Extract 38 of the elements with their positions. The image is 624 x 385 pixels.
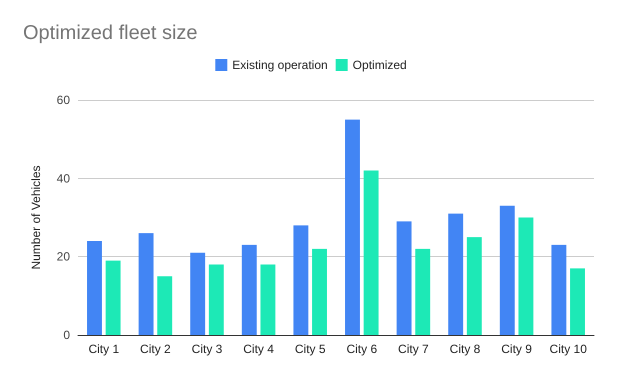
bar xyxy=(415,248,430,335)
x-tick-label: City 10 xyxy=(550,342,588,356)
x-tick-label: City 7 xyxy=(398,342,430,356)
x-tick-label: City 8 xyxy=(450,342,481,356)
bar xyxy=(106,260,121,335)
x-tick-label: City 4 xyxy=(243,342,274,356)
y-tick-label: 0 xyxy=(63,328,70,342)
x-tick-label: City 6 xyxy=(346,342,378,356)
bar xyxy=(551,244,566,335)
x-tick-label: City 9 xyxy=(501,342,532,356)
bar xyxy=(190,252,206,335)
x-tick-label: City 2 xyxy=(140,342,172,356)
bar xyxy=(570,268,585,335)
bar xyxy=(157,276,172,335)
bar xyxy=(500,206,515,335)
y-axis-title: Number of Vehicles xyxy=(29,165,43,270)
y-tick-label: 60 xyxy=(56,93,70,107)
bar xyxy=(260,264,276,335)
x-tick-label: City 5 xyxy=(294,342,326,356)
bar xyxy=(345,120,360,335)
x-tick-label: City 3 xyxy=(192,342,223,356)
y-tick-label: 40 xyxy=(56,171,70,186)
bar xyxy=(312,248,327,335)
x-tick-label: City 1 xyxy=(88,342,120,356)
bar xyxy=(138,233,154,335)
bar xyxy=(87,241,102,335)
bar xyxy=(396,221,412,335)
bar xyxy=(364,170,379,335)
bar xyxy=(466,237,482,335)
chart-title: Optimized fleet size xyxy=(23,22,198,44)
legend-label: Existing operation xyxy=(232,58,328,72)
bar xyxy=(208,264,224,335)
bar xyxy=(448,214,464,335)
y-tick-label: 20 xyxy=(56,250,70,264)
legend-label: Optimized xyxy=(352,58,407,72)
bar xyxy=(293,225,308,335)
bar xyxy=(518,218,534,335)
bar xyxy=(242,244,257,335)
